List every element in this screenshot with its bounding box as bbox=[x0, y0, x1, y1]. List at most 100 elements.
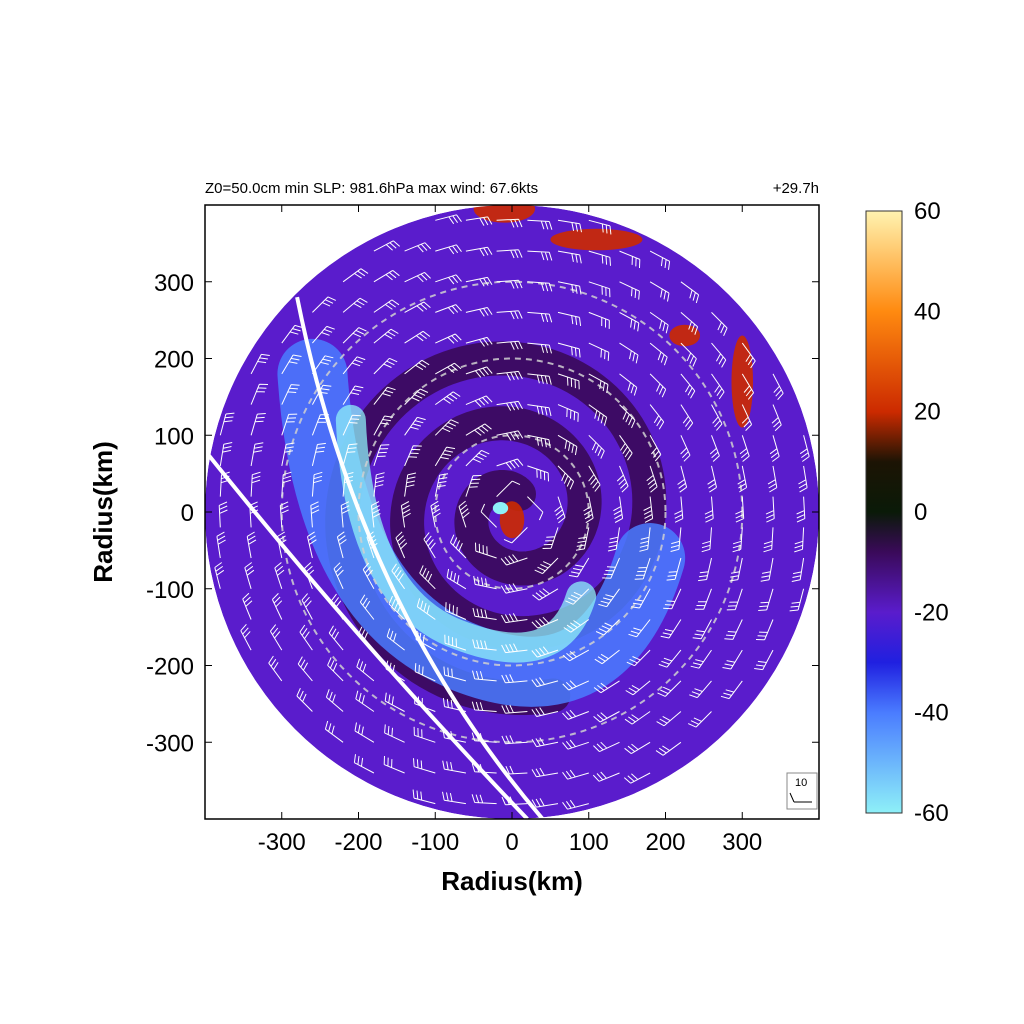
positive-patch bbox=[731, 335, 753, 428]
wind-barb bbox=[328, 625, 344, 651]
wind-barb bbox=[630, 588, 651, 609]
wind-barb bbox=[383, 755, 405, 774]
wind-barb bbox=[646, 465, 658, 493]
wind-barb bbox=[619, 250, 641, 269]
wind-barb bbox=[649, 435, 662, 462]
wind-barb bbox=[446, 568, 467, 590]
wind-barb bbox=[562, 769, 589, 780]
wind-barb bbox=[687, 711, 712, 728]
wind-barb bbox=[616, 465, 629, 493]
y-tick-label: -300 bbox=[146, 730, 194, 757]
wind-barb bbox=[325, 689, 344, 712]
wind-barb bbox=[250, 413, 266, 436]
wind-barb bbox=[588, 281, 611, 298]
wind-barb bbox=[613, 496, 624, 523]
wind-barb bbox=[554, 496, 566, 524]
wind-barb bbox=[739, 435, 750, 462]
wind-barb bbox=[336, 531, 347, 559]
wind-barb bbox=[465, 216, 493, 226]
wind-barb bbox=[404, 445, 422, 467]
wind-barb bbox=[384, 692, 405, 712]
wind-barb bbox=[695, 588, 712, 610]
wind-barb bbox=[276, 531, 287, 559]
x-tick-label: 300 bbox=[722, 829, 762, 856]
wind-barb bbox=[656, 711, 682, 727]
wind-barb bbox=[765, 496, 775, 523]
wind-barb bbox=[531, 767, 559, 778]
wind-barb bbox=[741, 342, 756, 369]
colorbar-tick-labels: 60 40 20 0 -20 -40 -60 bbox=[914, 198, 949, 827]
wind-barb bbox=[501, 613, 528, 624]
y-tick-label: -100 bbox=[146, 577, 194, 604]
barb-reference-key: 10 bbox=[786, 772, 818, 810]
header-right-text: +29.7h bbox=[773, 180, 819, 197]
wind-barb bbox=[216, 531, 226, 559]
barb-key-box bbox=[786, 772, 818, 810]
wind-barb bbox=[732, 527, 743, 553]
wind-barb bbox=[531, 737, 559, 748]
header-left-text: Z0=50.0cm min SLP: 981.6hPa max wind: 67… bbox=[205, 180, 538, 197]
y-tick-label: -200 bbox=[146, 654, 194, 681]
wind-barb bbox=[624, 711, 651, 725]
wind-barb bbox=[557, 465, 575, 490]
wind-barb bbox=[435, 214, 462, 225]
wind-barb bbox=[531, 646, 559, 658]
wind-barb bbox=[342, 268, 369, 283]
x-tick-label: 0 bbox=[505, 829, 518, 856]
wind-barb bbox=[496, 218, 523, 228]
wind-barb bbox=[219, 412, 235, 436]
wind-barb bbox=[698, 557, 712, 582]
wind-barb bbox=[244, 562, 255, 589]
y-tick-label: 300 bbox=[154, 270, 194, 297]
range-ring bbox=[280, 280, 744, 744]
wind-barb bbox=[557, 434, 578, 456]
wind-barb bbox=[281, 384, 300, 405]
wind-barb bbox=[588, 219, 612, 235]
wind-barb bbox=[588, 434, 605, 459]
wind-barb bbox=[588, 250, 611, 266]
wind-barb bbox=[677, 465, 688, 493]
y-axis-title: Radius(km) bbox=[88, 441, 118, 583]
wind-barb bbox=[362, 562, 375, 590]
wind-barb bbox=[619, 281, 640, 300]
wind-barb bbox=[593, 741, 620, 753]
wind-barb bbox=[625, 680, 651, 696]
x-tick-label: -300 bbox=[258, 829, 306, 856]
wind-barb bbox=[373, 299, 400, 313]
wind-barb bbox=[796, 496, 806, 523]
wind-barb bbox=[301, 593, 313, 620]
wind-barb bbox=[772, 373, 784, 401]
wind-barb bbox=[434, 473, 449, 497]
wind-barb bbox=[501, 796, 528, 806]
wind-barb bbox=[281, 324, 304, 344]
wind-barb bbox=[250, 471, 261, 497]
wind-barb bbox=[593, 711, 620, 723]
x-tick-label: -200 bbox=[334, 829, 382, 856]
wind-barb bbox=[250, 383, 269, 405]
colorbar-tick-label: 20 bbox=[914, 399, 941, 426]
wind-barb bbox=[729, 557, 743, 582]
wind-barb bbox=[465, 475, 482, 497]
wind-barb bbox=[690, 649, 712, 669]
track-line bbox=[295, 296, 545, 819]
wind-barb bbox=[312, 296, 337, 313]
wind-barb bbox=[619, 342, 639, 364]
wind-barb bbox=[791, 557, 805, 582]
colorbar-gradient bbox=[865, 210, 903, 814]
wind-barb bbox=[709, 435, 720, 462]
wind-barb bbox=[619, 311, 640, 332]
wind-barb bbox=[373, 386, 396, 405]
wind-barb bbox=[658, 649, 682, 668]
wind-barb bbox=[279, 501, 289, 528]
wind-barb bbox=[218, 501, 228, 528]
wind-barb bbox=[281, 471, 292, 497]
wind-barb bbox=[531, 677, 559, 688]
center-negative-patch bbox=[492, 502, 509, 515]
wind-barb bbox=[624, 741, 651, 755]
wind-barb bbox=[527, 373, 552, 385]
wind-barb bbox=[562, 680, 590, 691]
wind-barb bbox=[496, 340, 523, 350]
wind-barb bbox=[557, 219, 582, 233]
wind-barb bbox=[342, 414, 361, 436]
wind-barb bbox=[707, 465, 717, 493]
